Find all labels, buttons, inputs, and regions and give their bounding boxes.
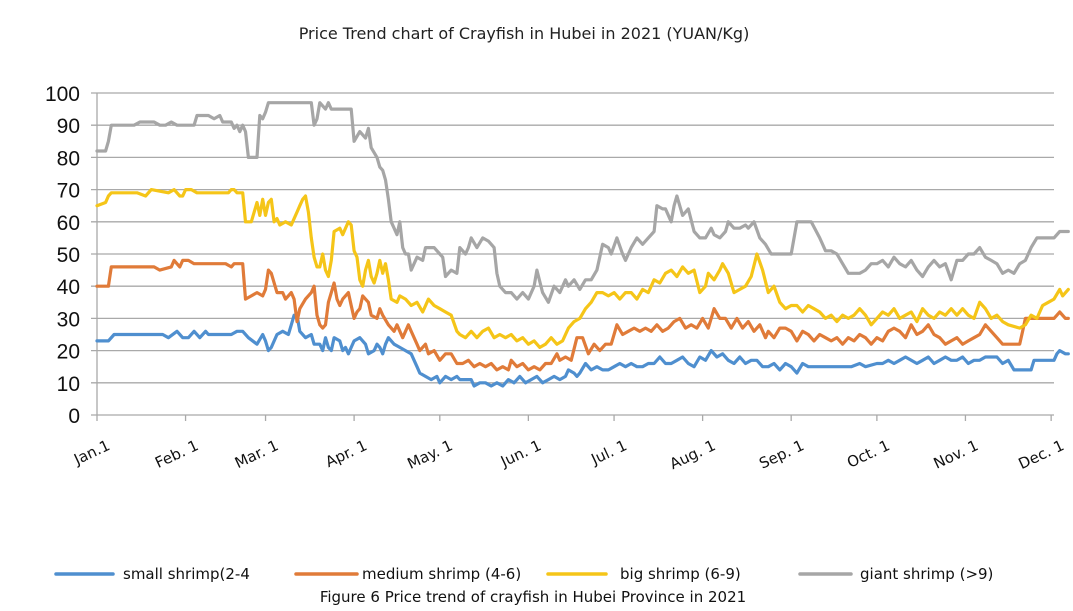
- series-line-1: [95, 258, 1070, 372]
- legend-label-1: medium shrimp (4-6): [362, 565, 521, 583]
- y-tick-label: 70: [57, 180, 80, 203]
- legend-label-2: big shrimp (6-9): [620, 565, 741, 583]
- x-tick-label: Dec. 1: [1016, 436, 1067, 473]
- x-tick-label: Apr. 1: [323, 436, 370, 471]
- y-tick-label: 20: [57, 341, 80, 364]
- y-tick-label: 40: [57, 276, 80, 299]
- y-tick-label: 0: [68, 405, 80, 428]
- x-tick-label: Jun. 1: [497, 436, 544, 471]
- x-tick-label: Mar. 1: [232, 436, 281, 472]
- x-tick-label: Aug. 1: [667, 436, 718, 473]
- y-tick-label: 90: [57, 115, 80, 138]
- legend-label-0: small shrimp(2-4: [123, 565, 250, 583]
- y-tick-label: 100: [45, 83, 80, 106]
- series-line-3: [95, 101, 1070, 304]
- grid: [91, 92, 1054, 416]
- chart-title: Price Trend chart of Crayfish in Hubei i…: [299, 24, 750, 43]
- legend: small shrimp(2-4 medium shrimp (4-6) big s…: [54, 565, 993, 583]
- y-tick-label: 50: [57, 244, 80, 267]
- x-tick-label: Sep. 1: [756, 436, 807, 472]
- y-tick-label: 10: [57, 373, 80, 396]
- y-tick-label: 60: [57, 212, 80, 235]
- y-axis-ticks: 0 10 20 30 40 50 60 70 80 90 100: [45, 83, 80, 428]
- x-tick-label: May. 1: [404, 436, 455, 473]
- x-tick-label: Nov. 1: [931, 436, 981, 472]
- series-group: [95, 101, 1070, 388]
- series-line-2: [95, 188, 1070, 349]
- legend-label-3: giant shrimp (>9): [860, 565, 993, 583]
- figure-caption: Figure 6 Price trend of crayfish in Hube…: [320, 588, 746, 606]
- series-line-0: [95, 313, 1070, 388]
- x-axis-ticks: Jan.1 Feb. 1 Mar. 1 Apr. 1 May. 1 Jun. 1 Jul. …: [70, 415, 1067, 473]
- y-tick-label: 80: [57, 147, 80, 170]
- x-tick-label: Feb. 1: [152, 436, 201, 472]
- y-tick-label: 30: [57, 308, 80, 331]
- x-tick-label: Jul. 1: [588, 436, 630, 468]
- x-tick-label: Oct. 1: [844, 436, 892, 471]
- x-tick-label: Jan.1: [70, 436, 112, 469]
